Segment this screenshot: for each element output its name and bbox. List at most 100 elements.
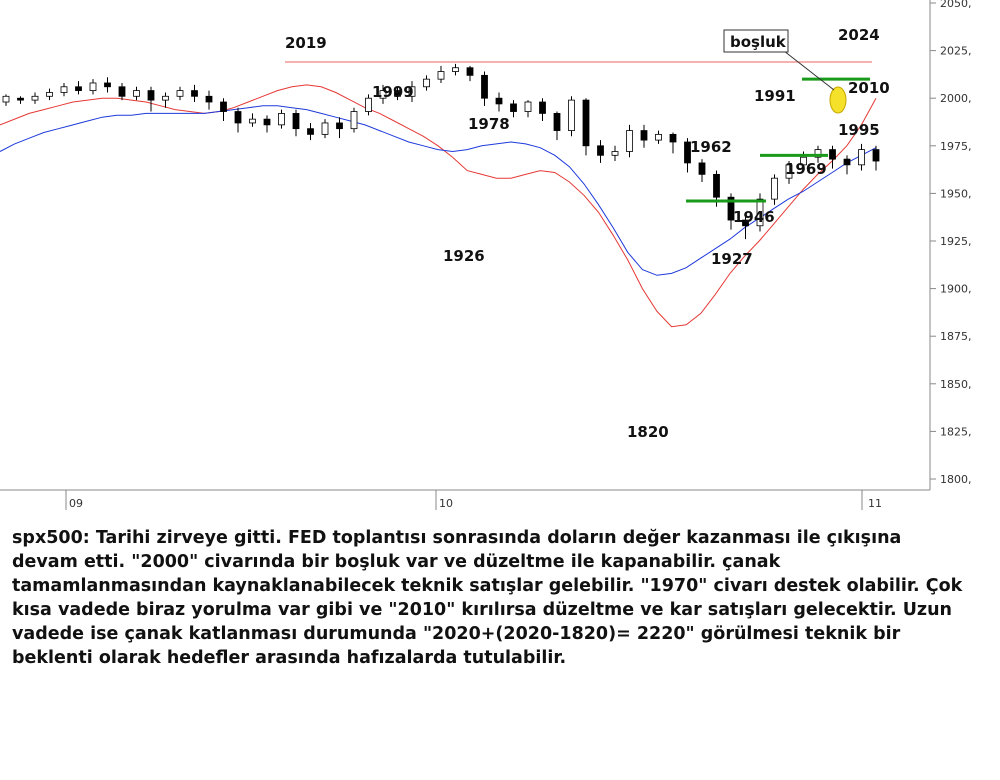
candle bbox=[423, 75, 430, 91]
moving-average-line-1 bbox=[0, 84, 877, 328]
candle-body bbox=[858, 149, 865, 166]
candle-body bbox=[31, 95, 39, 101]
candle bbox=[698, 159, 706, 182]
candle bbox=[191, 84, 198, 103]
candle-body bbox=[104, 82, 111, 88]
candle-body bbox=[611, 151, 619, 156]
y-tick-label: 1850, bbox=[940, 378, 972, 391]
candle bbox=[46, 88, 53, 101]
y-tick-label: 2000, bbox=[940, 92, 972, 105]
candle bbox=[872, 145, 880, 171]
y-tick-label: 1825, bbox=[940, 425, 972, 438]
candle-body bbox=[89, 82, 97, 91]
candle bbox=[742, 216, 749, 240]
candle-body bbox=[365, 97, 372, 112]
candle-body bbox=[800, 156, 807, 166]
candle bbox=[771, 174, 778, 205]
candle-body bbox=[626, 130, 633, 152]
candle-body bbox=[727, 196, 735, 221]
candle bbox=[263, 115, 271, 133]
candle bbox=[379, 84, 387, 104]
candle bbox=[75, 81, 82, 95]
candle-body bbox=[278, 113, 285, 126]
candle bbox=[394, 86, 401, 101]
candle-body bbox=[553, 113, 561, 131]
candle-body bbox=[336, 122, 343, 130]
candle-body bbox=[220, 101, 227, 112]
label-low-1995: 1995 bbox=[838, 121, 880, 139]
candle bbox=[408, 81, 416, 103]
candle-body bbox=[408, 86, 416, 97]
candle bbox=[611, 145, 619, 162]
candle-body bbox=[321, 122, 329, 135]
candle bbox=[278, 109, 285, 129]
y-tick-label: 1875, bbox=[940, 330, 972, 343]
candle bbox=[568, 96, 575, 137]
candle bbox=[336, 117, 343, 139]
candle-body bbox=[771, 177, 778, 200]
candle bbox=[2, 94, 10, 106]
candle bbox=[640, 124, 648, 148]
candle bbox=[249, 113, 256, 127]
candle bbox=[553, 111, 561, 141]
candle bbox=[147, 86, 155, 112]
candle bbox=[495, 92, 503, 112]
candle-body bbox=[437, 71, 445, 80]
x-tick-label: 09 bbox=[69, 497, 83, 510]
candle bbox=[727, 193, 735, 230]
price-chart: 11 2050, 2025, 2000, 1975, 1950, 1925, 1900, 18… bbox=[0, 0, 972, 510]
candle-body bbox=[713, 173, 720, 198]
moving-averages bbox=[0, 84, 877, 328]
candle-body bbox=[814, 149, 822, 158]
candle-body bbox=[17, 97, 24, 101]
label-low-1927: 1927 bbox=[711, 250, 753, 268]
candle bbox=[31, 92, 39, 104]
candle bbox=[466, 65, 474, 82]
candle bbox=[104, 77, 111, 93]
gap-highlight bbox=[829, 86, 847, 114]
label-high-2019: 2019 bbox=[285, 34, 327, 52]
candle bbox=[858, 143, 865, 171]
candle-body bbox=[466, 67, 474, 76]
candle bbox=[118, 82, 126, 101]
candle-body bbox=[133, 90, 140, 97]
label-low-1820: 1820 bbox=[627, 423, 669, 441]
candle-body bbox=[539, 101, 546, 114]
candle bbox=[452, 63, 459, 76]
candle bbox=[655, 130, 662, 144]
candle-body bbox=[582, 99, 590, 147]
moving-average-line-2 bbox=[0, 105, 877, 276]
candle bbox=[524, 100, 532, 118]
y-tick-label: 2050, bbox=[940, 0, 972, 10]
candle-body bbox=[785, 164, 793, 179]
candle-body bbox=[118, 86, 126, 97]
candle-body bbox=[423, 78, 430, 88]
candle bbox=[437, 65, 445, 83]
candle bbox=[510, 100, 517, 118]
candle-body bbox=[147, 90, 155, 101]
candle-body bbox=[46, 92, 53, 97]
label-high-1999: 1999 bbox=[372, 83, 414, 101]
candle bbox=[669, 132, 677, 154]
support-lines bbox=[686, 77, 870, 203]
candle bbox=[220, 98, 227, 122]
candle bbox=[539, 98, 546, 122]
candle-body bbox=[495, 97, 503, 105]
label-high-1991: 1991 bbox=[754, 87, 796, 105]
chart-axes: 11 2050, 2025, 2000, 1975, 1950, 1925, 1900, 18… bbox=[0, 0, 972, 510]
candle-body bbox=[176, 90, 184, 97]
candle bbox=[205, 90, 213, 110]
candle-body bbox=[669, 133, 677, 143]
y-tick-label: 2025, bbox=[940, 45, 972, 58]
y-tick-label: 1900, bbox=[940, 283, 972, 296]
label-low-1926: 1926 bbox=[443, 247, 485, 265]
gap-label-box bbox=[723, 29, 789, 53]
candle-body bbox=[597, 145, 604, 156]
candle-body bbox=[263, 118, 271, 126]
candle-body bbox=[510, 103, 517, 112]
candle-body bbox=[307, 128, 314, 135]
candle bbox=[234, 107, 242, 133]
candle bbox=[89, 79, 97, 95]
candle bbox=[829, 145, 836, 169]
candle-body bbox=[75, 86, 82, 91]
